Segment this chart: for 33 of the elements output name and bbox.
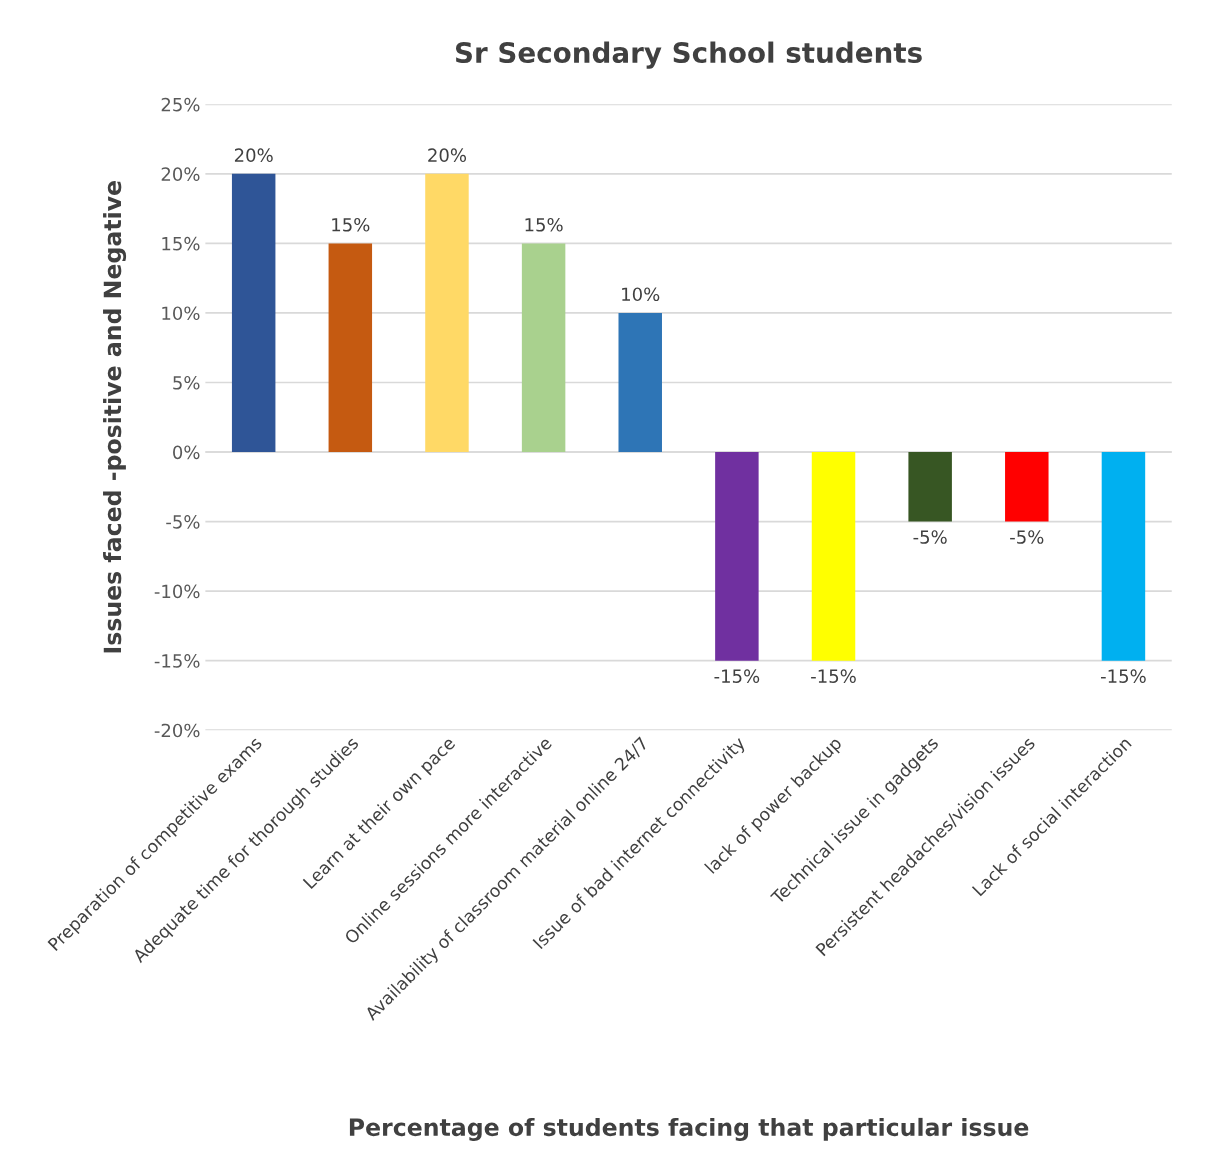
bar bbox=[231, 173, 276, 453]
x-axis-title: Percentage of students facing that particular issue bbox=[349, 1117, 1029, 1141]
bar bbox=[811, 452, 856, 661]
bar bbox=[715, 452, 759, 661]
bar bbox=[521, 243, 566, 453]
data-label: 20% bbox=[234, 148, 273, 163]
y-tick-label: 15% bbox=[162, 236, 200, 251]
data-label: -5% bbox=[913, 530, 947, 544]
bar bbox=[1005, 452, 1049, 522]
data-label: -15% bbox=[811, 669, 856, 683]
chart-title: Sr Secondary School students bbox=[455, 41, 922, 69]
data-label: -15% bbox=[714, 669, 760, 683]
data-label: 20% bbox=[428, 148, 467, 163]
y-tick-label: 20% bbox=[161, 167, 200, 181]
y-axis-title: Issues faced -positive and Negative bbox=[103, 181, 127, 653]
y-tick-label: -5% bbox=[166, 515, 200, 529]
data-label: -5% bbox=[1010, 530, 1044, 544]
bar bbox=[328, 243, 373, 453]
bar bbox=[425, 173, 469, 453]
y-tick-label: -20% bbox=[154, 723, 200, 738]
y-tick-label: -10% bbox=[154, 584, 200, 599]
y-tick-label: 25% bbox=[161, 97, 200, 112]
data-label: 10% bbox=[622, 287, 660, 302]
y-tick-label: -15% bbox=[154, 654, 200, 668]
data-label: -15% bbox=[1101, 669, 1146, 683]
bar bbox=[1101, 452, 1146, 661]
bar bbox=[908, 452, 952, 522]
y-tick-label: 5% bbox=[173, 375, 200, 390]
y-tick-label: 0% bbox=[173, 445, 200, 460]
y-tick-label: 10% bbox=[162, 306, 200, 321]
data-label: 15% bbox=[332, 217, 370, 232]
bar bbox=[618, 312, 662, 453]
data-label: 15% bbox=[525, 217, 563, 232]
